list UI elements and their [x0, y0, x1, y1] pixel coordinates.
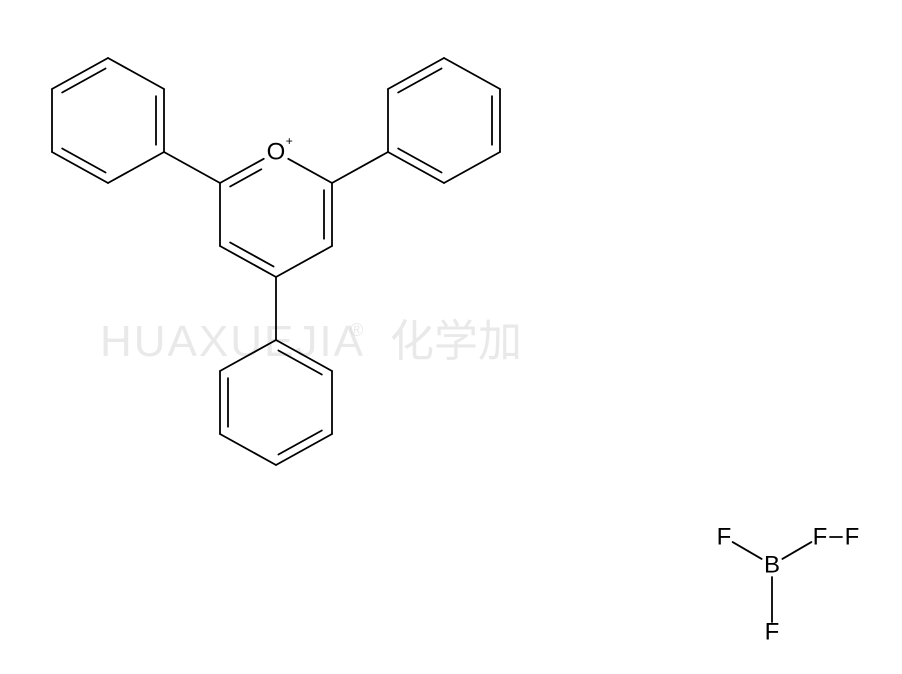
svg-text:®: ®	[350, 320, 363, 340]
svg-text:化学加: 化学加	[390, 317, 522, 366]
svg-text:+: +	[286, 134, 293, 148]
svg-text:O: O	[267, 139, 286, 166]
svg-text:F: F	[845, 524, 860, 551]
svg-text:F: F	[813, 524, 828, 551]
svg-text:F: F	[765, 619, 780, 646]
svg-text:HUAXUEJIA: HUAXUEJIA	[100, 317, 365, 366]
svg-text:F: F	[717, 524, 732, 551]
pyrylium-cation: O+	[52, 58, 500, 465]
tetrafluoroborate-anion: BFFFF	[717, 524, 860, 646]
svg-text:B: B	[764, 552, 780, 579]
chemical-structure-diagram: HUAXUEJIA®化学加 O+ BFFFF	[0, 0, 902, 674]
